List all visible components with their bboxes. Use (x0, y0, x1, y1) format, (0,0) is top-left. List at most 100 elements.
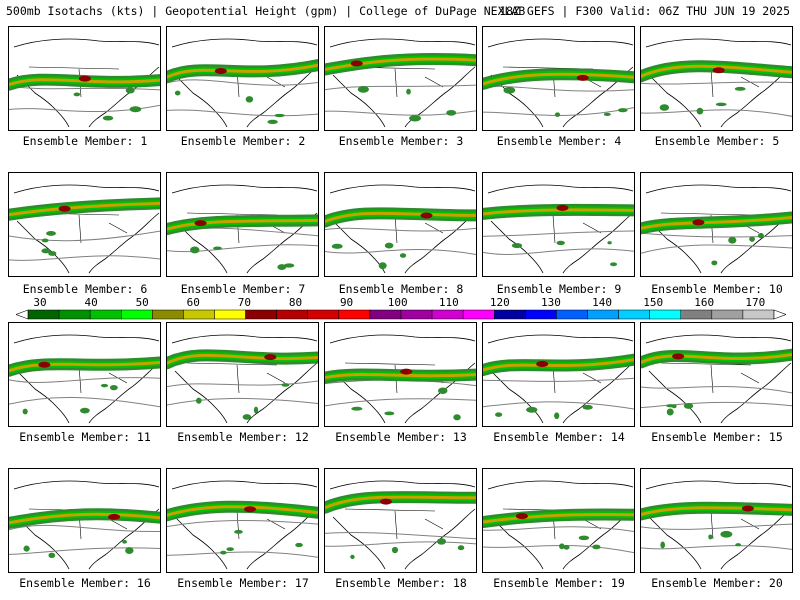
ensemble-map-panel (8, 172, 161, 277)
isotach-cell (253, 406, 259, 414)
isotach-cell (73, 92, 81, 97)
isotach-band (9, 78, 160, 87)
colorbar-tick-label: 110 (438, 296, 459, 309)
isotach-cell (617, 108, 628, 113)
isotach-band (325, 211, 476, 224)
coastline (13, 334, 160, 424)
isotach-cell (295, 542, 303, 548)
isotach-cell (495, 412, 503, 417)
isotach-cell (556, 240, 565, 246)
state-borders (344, 508, 444, 540)
ensemble-map-panel (482, 322, 635, 427)
isotach-cell (213, 246, 222, 250)
chart-title: 500mb Isotachs (kts) | Geopotential Heig… (6, 4, 526, 18)
ensemble-map-panel (8, 26, 161, 131)
isotach-cell (384, 411, 395, 416)
colorbar-tick-label: 130 (541, 296, 561, 309)
ensemble-map-panel (166, 172, 319, 277)
isotach-cell (446, 109, 457, 116)
isotach-cell (267, 119, 278, 125)
colorbar-tick-label: 60 (186, 296, 200, 309)
isotach-cell (129, 106, 142, 113)
jet-core-maximum (420, 212, 433, 219)
height-contour (167, 551, 318, 558)
coastline (329, 480, 476, 570)
ensemble-map-panel (8, 468, 161, 573)
colorbar-swatch (680, 309, 713, 320)
colorbar-swatch (649, 309, 682, 320)
ensemble-member-caption: Ensemble Member: 13 (335, 430, 467, 444)
isotach-cell (666, 408, 674, 416)
colorbar-tick-label: 170 (745, 296, 766, 309)
jet-core-maximum (692, 219, 705, 226)
isotach-cell (607, 241, 612, 245)
colorbar-tick-label: 140 (592, 296, 612, 309)
isotach-cell (610, 262, 618, 267)
ensemble-map-panel (482, 26, 635, 131)
colorbar-swatch (431, 309, 464, 320)
isotach-cell (711, 260, 718, 266)
colorbar-swatch (462, 309, 495, 320)
colorbar-swatch (338, 309, 371, 320)
isotach-cell (438, 387, 448, 394)
height-contour (641, 232, 792, 238)
isotach-cell (660, 541, 666, 549)
state-borders (502, 212, 602, 244)
isotach-band (483, 72, 634, 86)
colorbar-tick-label: 50 (135, 296, 149, 309)
colorbar-swatch (58, 309, 91, 320)
ensemble-map (325, 38, 476, 128)
isotach-cell (79, 407, 90, 414)
isotach-cell (350, 554, 355, 560)
coastline (487, 184, 634, 274)
isotach-cell (399, 253, 407, 258)
isotach-cell (196, 397, 202, 404)
height-contour (641, 523, 792, 530)
colorbar-swatch (494, 309, 526, 320)
colorbar-swatch (121, 309, 153, 320)
jet-core-maximum (556, 204, 569, 211)
ensemble-member-caption: Ensemble Member: 19 (493, 576, 625, 590)
isotach-cell (453, 414, 461, 421)
ensemble-member-caption: Ensemble Member: 5 (654, 134, 780, 148)
height-contour (325, 398, 476, 407)
colorbar-tick-label: 80 (288, 296, 303, 309)
isotach-band (9, 512, 160, 525)
jet-core-maximum (58, 205, 71, 212)
colorbar-swatch (152, 309, 184, 320)
ensemble-member-caption: Ensemble Member: 16 (19, 576, 151, 590)
isotach-cell (245, 96, 254, 103)
ensemble-map-panel (166, 468, 319, 573)
jet-core-maximum (379, 498, 392, 505)
isotach-cell (190, 246, 200, 254)
ensemble-member-caption: Ensemble Member: 20 (651, 576, 783, 590)
height-contour (167, 244, 318, 253)
ensemble-map (9, 184, 160, 274)
isotach-band (167, 353, 318, 365)
ensemble-member-caption: Ensemble Member: 17 (177, 576, 309, 590)
colorbar-tick-label: 160 (694, 296, 715, 309)
isotach-cell (378, 262, 387, 270)
colorbar-swatch (587, 309, 619, 320)
height-contour (167, 380, 318, 388)
coastline (13, 480, 160, 570)
isotach-band (483, 513, 634, 524)
ensemble-map-panel (8, 322, 161, 427)
ensemble-member-caption: Ensemble Member: 12 (177, 430, 309, 444)
colorbar-strip (16, 309, 786, 320)
isotach-cell (391, 546, 399, 554)
colorbar-swatch (183, 309, 215, 320)
isotach-cell (666, 404, 676, 408)
ensemble-member-caption: Ensemble Member: 1 (22, 134, 148, 148)
ensemble-map (483, 184, 634, 274)
jet-core-maximum (350, 60, 363, 67)
height-contour (483, 230, 634, 237)
isotach-cell (409, 115, 421, 122)
height-contour (641, 545, 792, 550)
coastline (645, 480, 792, 570)
colorbar-swatch (556, 309, 588, 320)
isotach-cell (554, 112, 561, 117)
colorbar-swatch (742, 309, 775, 320)
jet-core-maximum (400, 368, 413, 375)
colorbar-tick-label: 120 (489, 296, 510, 309)
